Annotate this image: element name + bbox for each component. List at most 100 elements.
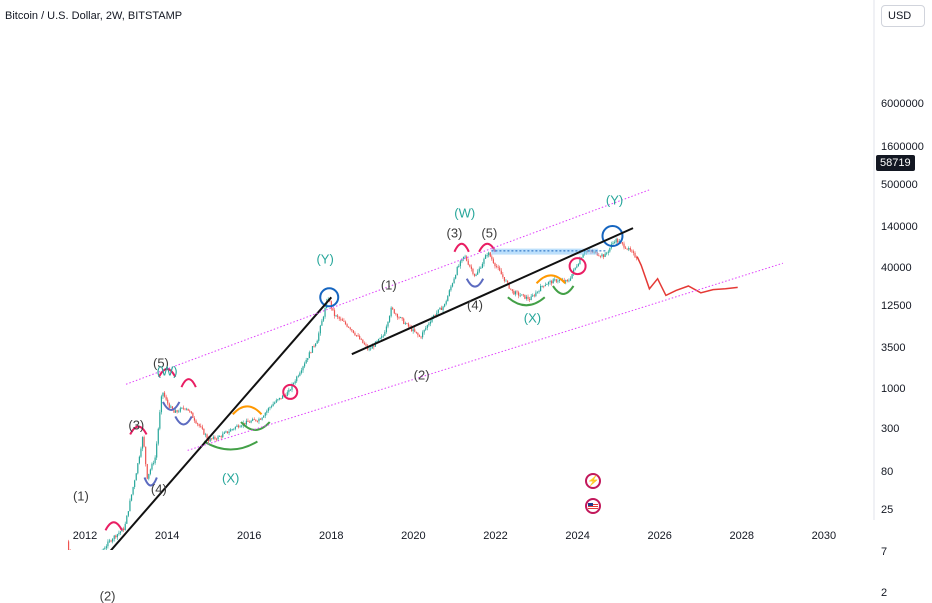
wave-label: (Y) (605, 192, 624, 208)
candle (321, 320, 323, 326)
candle (379, 337, 381, 339)
candle (376, 340, 378, 342)
candle (458, 266, 460, 268)
wave-label: (Y) (316, 251, 334, 267)
currency-button[interactable]: USD (881, 5, 925, 27)
candle (544, 284, 546, 287)
candle (219, 436, 221, 437)
candle (436, 312, 438, 316)
candle (527, 296, 529, 300)
candle (618, 241, 620, 243)
candle (473, 273, 476, 276)
y-tick-label: 500000 (881, 179, 918, 192)
candle (574, 267, 576, 270)
arc-green (552, 285, 575, 295)
candle (107, 541, 109, 547)
arc-orange (232, 405, 263, 416)
candle (469, 264, 471, 267)
candle (152, 462, 155, 464)
candle (105, 546, 107, 549)
candle (415, 331, 417, 333)
candle (522, 294, 524, 296)
candle (67, 541, 70, 550)
candle (488, 252, 490, 256)
candle (228, 431, 230, 433)
projection-box (491, 248, 599, 255)
candle (547, 282, 550, 285)
candle (318, 333, 320, 341)
candle (223, 432, 225, 434)
wave-label: (3) (446, 225, 463, 241)
candle (324, 308, 326, 317)
arc-pink (129, 425, 148, 435)
trendline (109, 296, 333, 550)
candle (359, 335, 361, 340)
arc-pink (158, 367, 177, 378)
candle (316, 340, 318, 344)
candle (484, 255, 487, 259)
candle (341, 319, 343, 321)
candle (214, 436, 216, 439)
candle (124, 523, 126, 531)
candle (333, 310, 336, 316)
us-flag-icon[interactable] (585, 498, 601, 514)
candle (311, 346, 314, 353)
x-tick-label: 2028 (729, 530, 755, 542)
x-tick-label: 2016 (236, 530, 262, 542)
candle (313, 346, 315, 347)
candle (307, 358, 309, 360)
chart-canvas[interactable] (0, 0, 932, 550)
candle (338, 316, 340, 319)
arc-pink (104, 521, 123, 531)
candle (551, 281, 553, 284)
candle (601, 254, 603, 257)
candle (569, 278, 572, 281)
candle (163, 392, 166, 397)
x-tick-label: 2012 (72, 530, 98, 542)
candle (195, 420, 197, 424)
candle (440, 307, 443, 310)
candle (344, 321, 347, 325)
candle (623, 243, 625, 248)
candle (554, 279, 556, 281)
candle (343, 320, 345, 322)
candle (220, 436, 222, 438)
candle (423, 329, 425, 333)
candle (198, 424, 200, 426)
candle (478, 268, 480, 272)
candle (602, 254, 605, 258)
candle (332, 308, 334, 311)
candle (437, 309, 439, 313)
candle (635, 257, 638, 259)
candle (417, 332, 419, 336)
arc-green (507, 296, 546, 307)
candle (483, 258, 485, 264)
y-tick-label: 2 (881, 587, 888, 600)
candle (302, 366, 304, 371)
candle (538, 291, 540, 293)
candle (530, 296, 532, 301)
candle (363, 343, 365, 345)
candle (165, 396, 167, 400)
candle (244, 422, 246, 425)
candle (237, 425, 240, 428)
candle (566, 280, 568, 281)
candle (568, 280, 570, 282)
candle (447, 295, 449, 302)
candle (442, 306, 444, 310)
candle (140, 448, 142, 457)
candle (280, 397, 282, 399)
candle (200, 425, 202, 427)
x-tick-label: 2018 (319, 530, 344, 542)
lightning-icon[interactable]: ⚡ (585, 473, 601, 489)
candle (533, 295, 535, 297)
candle (291, 384, 293, 390)
candle (129, 500, 131, 512)
candle (211, 438, 213, 440)
candle (392, 307, 394, 310)
candle (190, 411, 192, 414)
candle (439, 307, 441, 310)
candle (577, 263, 579, 267)
candle (604, 253, 606, 258)
